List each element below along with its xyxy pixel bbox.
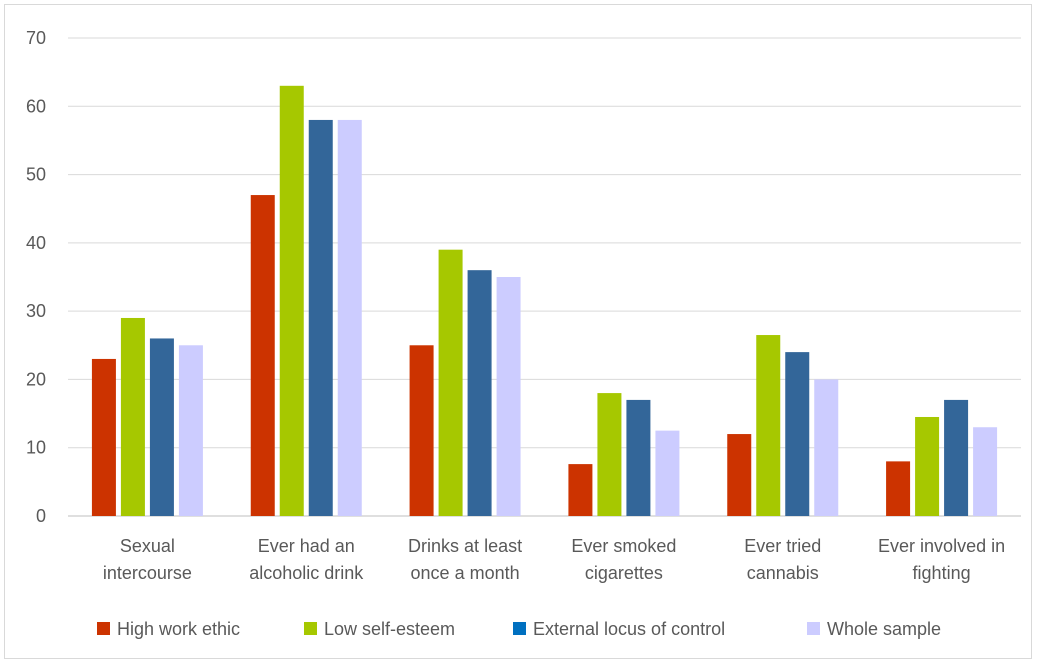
bar-external-locus-of-control — [467, 270, 492, 516]
x-category-label: Drinks at least — [408, 536, 522, 556]
x-category-label: Ever tried — [744, 536, 821, 556]
bar-low-self-esteem — [438, 249, 463, 516]
bar-whole-sample — [178, 345, 203, 516]
bar-whole-sample — [973, 427, 998, 516]
legend-label: Whole sample — [827, 619, 941, 639]
x-category-label: Ever had an — [258, 536, 355, 556]
legend-swatch — [304, 622, 317, 635]
x-category-label: alcoholic drink — [249, 563, 364, 583]
bar-high-work-ethic — [409, 345, 434, 516]
legend-label: External locus of control — [533, 619, 725, 639]
y-tick-label: 50 — [26, 165, 46, 185]
legend-swatch — [807, 622, 820, 635]
y-tick-label: 0 — [36, 506, 46, 526]
bar-external-locus-of-control — [626, 399, 651, 516]
bar-whole-sample — [814, 379, 839, 516]
bar-high-work-ethic — [91, 358, 116, 516]
bar-whole-sample — [496, 277, 521, 516]
x-category-label: intercourse — [103, 563, 192, 583]
bar-whole-sample — [337, 119, 362, 516]
y-tick-label: 60 — [26, 96, 46, 116]
y-tick-label: 40 — [26, 233, 46, 253]
x-category-label: cigarettes — [585, 563, 663, 583]
x-category-label: cannabis — [747, 563, 819, 583]
x-category-label: Sexual — [120, 536, 175, 556]
bar-external-locus-of-control — [785, 352, 810, 516]
bar-high-work-ethic — [886, 461, 911, 516]
bar-low-self-esteem — [597, 393, 622, 516]
legend-swatch — [513, 622, 526, 635]
y-tick-label: 20 — [26, 369, 46, 389]
bar-high-work-ethic — [568, 464, 593, 516]
legend-label: Low self-esteem — [324, 619, 455, 639]
bar-external-locus-of-control — [308, 119, 333, 516]
legend-swatch — [97, 622, 110, 635]
bar-high-work-ethic — [250, 195, 275, 517]
bar-whole-sample — [655, 430, 680, 516]
bar-low-self-esteem — [915, 416, 940, 516]
y-tick-label: 10 — [26, 438, 46, 458]
y-tick-label: 30 — [26, 301, 46, 321]
y-tick-label: 70 — [26, 28, 46, 48]
bar-low-self-esteem — [756, 335, 781, 516]
bar-external-locus-of-control — [944, 399, 969, 516]
x-category-label: Ever smoked — [571, 536, 676, 556]
legend-label: High work ethic — [117, 619, 240, 639]
bar-external-locus-of-control — [149, 338, 174, 516]
x-category-label: fighting — [913, 563, 971, 583]
bar-low-self-esteem — [120, 317, 145, 516]
x-category-label: Ever involved in — [878, 536, 1005, 556]
bar-low-self-esteem — [279, 85, 304, 517]
x-category-label: once a month — [411, 563, 520, 583]
bar-high-work-ethic — [727, 434, 752, 516]
